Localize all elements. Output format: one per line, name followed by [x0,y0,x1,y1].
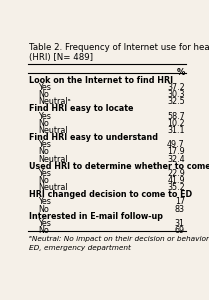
Text: Yes: Yes [38,140,51,149]
Text: 22.9: 22.9 [167,169,185,178]
Text: 41.9: 41.9 [167,176,185,185]
Text: 30.3: 30.3 [167,90,185,99]
Text: Yes: Yes [38,219,51,228]
Text: Used HRI to determine whether to come to ED: Used HRI to determine whether to come to… [29,162,209,171]
Text: No: No [38,205,49,214]
Text: Table 2. Frequency of Internet use for health-related information
(HRI) [N= 489]: Table 2. Frequency of Internet use for h… [29,43,209,62]
Text: Yes: Yes [38,112,51,121]
Text: HRI changed decision to come to ED: HRI changed decision to come to ED [29,190,192,199]
Text: Neutral: Neutral [38,126,68,135]
Text: ED, emergency department: ED, emergency department [29,245,131,251]
Text: 10.2: 10.2 [167,119,185,128]
Text: Find HRI easy to locate: Find HRI easy to locate [29,104,134,113]
Text: %: % [176,68,185,77]
Text: 31: 31 [175,219,185,228]
Text: 17: 17 [175,197,185,206]
Text: 37.2: 37.2 [167,83,185,92]
Text: 32.4: 32.4 [167,154,185,164]
Text: 83: 83 [175,205,185,214]
Text: Interested in E-mail follow-up: Interested in E-mail follow-up [29,212,163,221]
Text: 31.1: 31.1 [167,126,185,135]
Text: No: No [38,119,49,128]
Text: Yes: Yes [38,197,51,206]
Text: Yes: Yes [38,169,51,178]
Text: 35.2: 35.2 [167,183,185,192]
Text: Neutral: Neutral [38,183,68,192]
Text: 58.7: 58.7 [167,112,185,121]
Text: 17.9: 17.9 [167,147,185,156]
Text: ᵃNeutral: No impact on their decision or behavior: ᵃNeutral: No impact on their decision or… [29,236,209,242]
Text: 49.7: 49.7 [167,140,185,149]
Text: 32.5: 32.5 [167,97,185,106]
Text: No: No [38,226,49,235]
Text: Look on the Internet to find HRI: Look on the Internet to find HRI [29,76,173,85]
Text: No: No [38,147,49,156]
Text: No: No [38,90,49,99]
Text: Find HRI easy to understand: Find HRI easy to understand [29,133,158,142]
Text: 69: 69 [175,226,185,235]
Text: Neutral: Neutral [38,154,68,164]
Text: Yes: Yes [38,83,51,92]
Text: Neutralᵃ: Neutralᵃ [38,97,71,106]
Text: No: No [38,176,49,185]
